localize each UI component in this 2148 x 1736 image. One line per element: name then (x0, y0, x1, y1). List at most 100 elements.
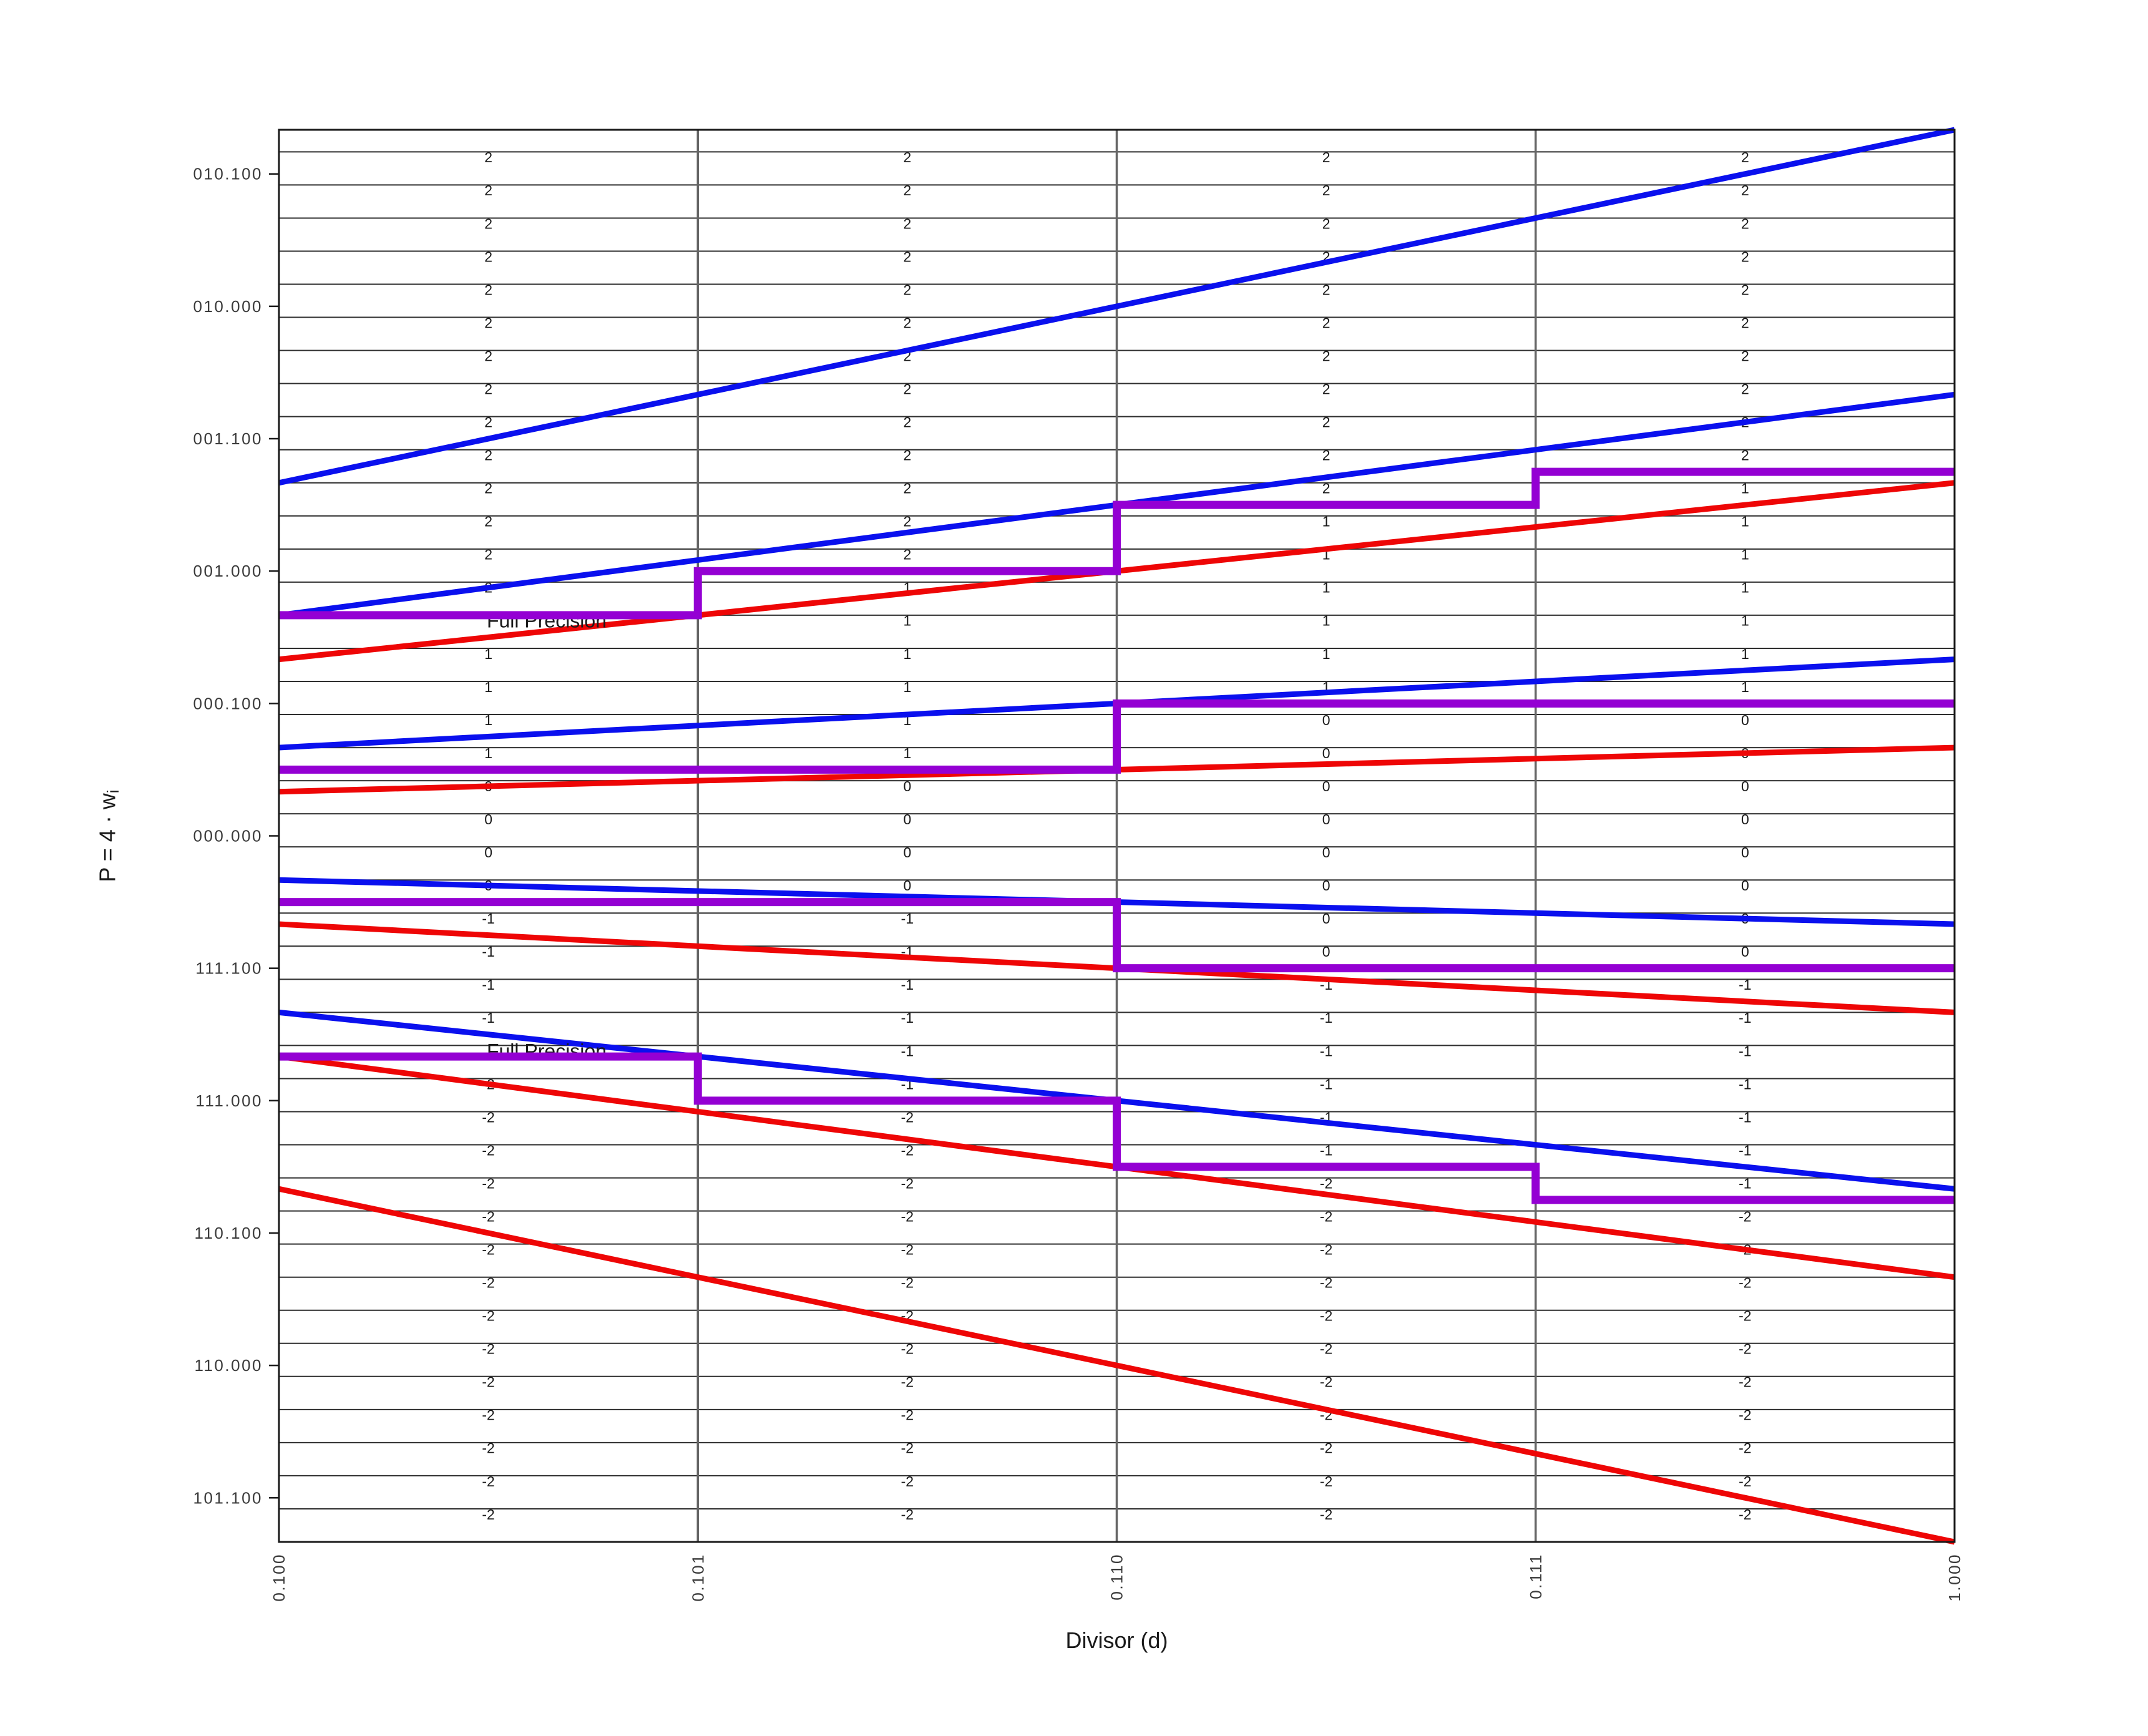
quotient-digit-cell: -2 (482, 1241, 494, 1257)
y-tick-label: 001.000 (193, 562, 263, 580)
quotient-digit-cell: -2 (482, 1341, 494, 1357)
quotient-digit-cell: -2 (482, 1374, 494, 1390)
quotient-digit-cell: 2 (484, 381, 492, 397)
quotient-digit-cell: 2 (1741, 348, 1749, 364)
quotient-digit-cell: 2 (1322, 182, 1330, 198)
boundary-q1-q0 (279, 699, 1955, 774)
quotient-digit-cell: 2 (484, 414, 492, 431)
quotient-digit-cell: 1 (1741, 580, 1749, 596)
quotient-digit-cell: -2 (901, 1208, 914, 1224)
quotient-digit-cell: 1 (1741, 480, 1749, 497)
axis-titles: Divisor (d) P = 4 · wi (95, 789, 1168, 1653)
quotient-digit-cell: 2 (903, 547, 911, 563)
quotient-digit-cell: -2 (1739, 1407, 1751, 1423)
quotient-digit-cell: 2 (1741, 381, 1749, 397)
quotient-digit-cell: 0 (1322, 944, 1330, 960)
quotient-digit-cell: 0 (1322, 712, 1330, 728)
x-tick-label: 0.101 (688, 1553, 707, 1602)
y-tick-label: 111.100 (195, 959, 263, 978)
quotient-digit-cell: 2 (1322, 149, 1330, 165)
quotient-digit-cell: -2 (901, 1407, 914, 1423)
quotient-digit-cell: 2 (903, 149, 911, 165)
quotient-digit-cell: -2 (1320, 1308, 1332, 1324)
quotient-digit-cell: -2 (1739, 1440, 1751, 1456)
quotient-digit-cell: 1 (1741, 613, 1749, 629)
quotient-digit-cell: 2 (1322, 381, 1330, 397)
digit-lower-bounds-line (278, 1186, 1955, 1545)
quotient-digit-cell: 2 (484, 248, 492, 265)
quotient-digit-cell: -2 (482, 1473, 494, 1490)
y-tick-label: 101.100 (193, 1488, 263, 1507)
quotient-digit-cell: -1 (1739, 1010, 1751, 1026)
quotient-digit-cell: 0 (1741, 944, 1749, 960)
quotient-digit-cell: 2 (1322, 480, 1330, 497)
quotient-digit-cell: -2 (1739, 1341, 1751, 1357)
quotient-digit-cell: -1 (1739, 1142, 1751, 1158)
quotient-digit-cell: -1 (482, 1010, 494, 1026)
quotient-digit-cell: 0 (903, 844, 911, 861)
quotient-digit-cell: -2 (1320, 1241, 1332, 1257)
quotient-digit-cell: 0 (903, 811, 911, 827)
quotient-digit-cell: 2 (1322, 215, 1330, 232)
quotient-digit-cell: 0 (1741, 712, 1749, 728)
x-tick-label: 0.111 (1526, 1553, 1545, 1599)
quotient-digit-cell: -2 (1739, 1374, 1751, 1390)
quotient-digit-cell: 2 (903, 248, 911, 265)
quotient-digit-cell: -1 (1320, 1142, 1332, 1158)
quotient-digit-cell: 1 (484, 679, 492, 695)
quotient-digit-cell: -2 (901, 1142, 914, 1158)
quotient-digit-cell: 2 (1322, 447, 1330, 464)
quotient-digit-cell: -2 (901, 1275, 914, 1291)
selection-staircases (279, 467, 1955, 1204)
quotient-digit-cell: -1 (901, 977, 914, 993)
quotient-digit-cell: 2 (1741, 149, 1749, 165)
quotient-digit-cell: 1 (1741, 646, 1749, 662)
boundary-q0-qm1 (279, 898, 1955, 973)
quotient-digit-cell: 2 (903, 480, 911, 497)
quotient-digit-cell: -2 (901, 1341, 914, 1357)
quotient-digit-cell: -1 (482, 977, 494, 993)
quotient-digit-cell: 2 (903, 514, 911, 530)
quotient-digit-cell: 1 (1322, 613, 1330, 629)
y-tick-label: 000.000 (193, 827, 263, 846)
quotient-digit-cell: 0 (1322, 844, 1330, 861)
quotient-digit-cell: 0 (1322, 745, 1330, 761)
boundary-q2-q1 (279, 467, 1955, 620)
quotient-digit-cell: 1 (1741, 514, 1749, 530)
quotient-digit-cell: 2 (1322, 414, 1330, 431)
quotient-digit-cell: -2 (1320, 1275, 1332, 1291)
quotient-digit-cell: 0 (903, 877, 911, 894)
quotient-digit-cell: -1 (1320, 1076, 1332, 1092)
quotient-digit-cell: -1 (482, 910, 494, 927)
quotient-digit-cell: 1 (484, 745, 492, 761)
quotient-digit-cell: 1 (484, 712, 492, 728)
quotient-digit-cell: 1 (903, 745, 911, 761)
quotient-digit-cell: 2 (484, 547, 492, 563)
quotient-digit-cell: -1 (1739, 1175, 1751, 1191)
quotient-digit-cell: 2 (1322, 348, 1330, 364)
quotient-digit-cell: -2 (482, 1407, 494, 1423)
quotient-digit-cell: -2 (1739, 1275, 1751, 1291)
quotient-digit-cell: 2 (903, 315, 911, 331)
quotient-digit-cell: -2 (901, 1506, 914, 1523)
quotient-digit-cell: -2 (482, 1440, 494, 1456)
quotient-digit-cell: -2 (1320, 1374, 1332, 1390)
quotient-digit-cell: 1 (903, 679, 911, 695)
x-tick-label: 0.110 (1108, 1553, 1126, 1601)
quotient-digit-cell: 2 (1741, 281, 1749, 298)
quotient-digit-cell: 2 (1741, 248, 1749, 265)
quotient-digit-cell: 1 (903, 613, 911, 629)
quotient-digit-cell: -2 (1320, 1208, 1332, 1224)
quotient-digit-cell: -2 (1739, 1506, 1751, 1523)
quotient-digit-cell: -2 (482, 1308, 494, 1324)
quotient-digit-cell: -1 (1739, 1109, 1751, 1125)
quotient-digit-cell: 0 (484, 811, 492, 827)
quotient-digit-cell: -1 (1739, 1043, 1751, 1059)
quotient-digit-cell: 1 (1741, 679, 1749, 695)
quotient-digit-cell: 2 (484, 149, 492, 165)
quotient-digit-cell: -2 (1739, 1473, 1751, 1490)
quotient-digit-cell: 2 (903, 447, 911, 464)
quotient-digit-cell: -2 (482, 1142, 494, 1158)
